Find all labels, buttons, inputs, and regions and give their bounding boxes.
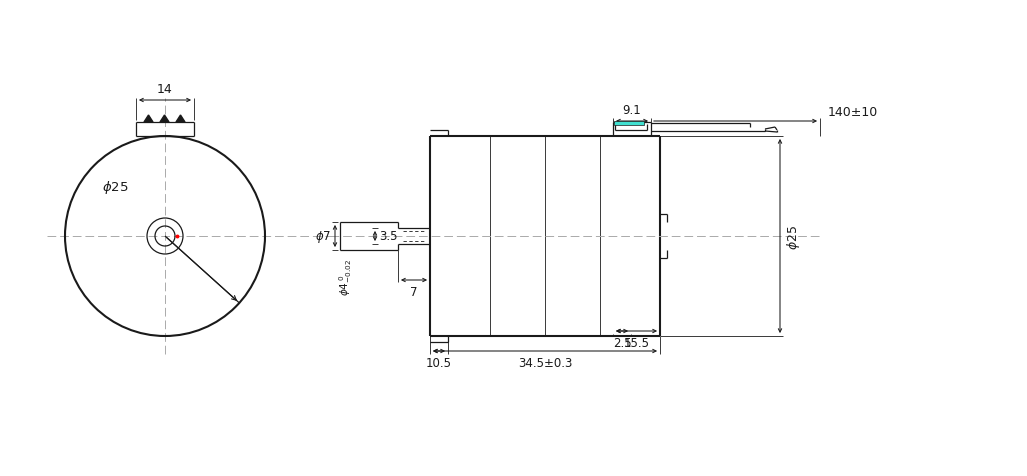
Polygon shape <box>160 116 169 123</box>
Text: $\phi4^{\ 0}_{-0.02}$: $\phi4^{\ 0}_{-0.02}$ <box>338 258 354 295</box>
Text: 14: 14 <box>157 83 173 96</box>
Text: 2.5: 2.5 <box>613 336 632 349</box>
Text: 3.5: 3.5 <box>379 230 397 243</box>
Text: 7: 7 <box>410 286 418 298</box>
Polygon shape <box>176 116 185 123</box>
Text: 140±10: 140±10 <box>828 106 878 119</box>
Text: 15.5: 15.5 <box>623 336 649 349</box>
Text: $\phi$25: $\phi$25 <box>102 178 128 195</box>
Bar <box>614 122 644 126</box>
Polygon shape <box>144 116 153 123</box>
Text: 34.5±0.3: 34.5±0.3 <box>518 356 572 369</box>
Text: $\phi$25: $\phi$25 <box>785 224 802 249</box>
Text: $\phi$7: $\phi$7 <box>314 228 331 245</box>
Text: 10.5: 10.5 <box>426 356 452 369</box>
Text: 9.1: 9.1 <box>622 104 642 117</box>
